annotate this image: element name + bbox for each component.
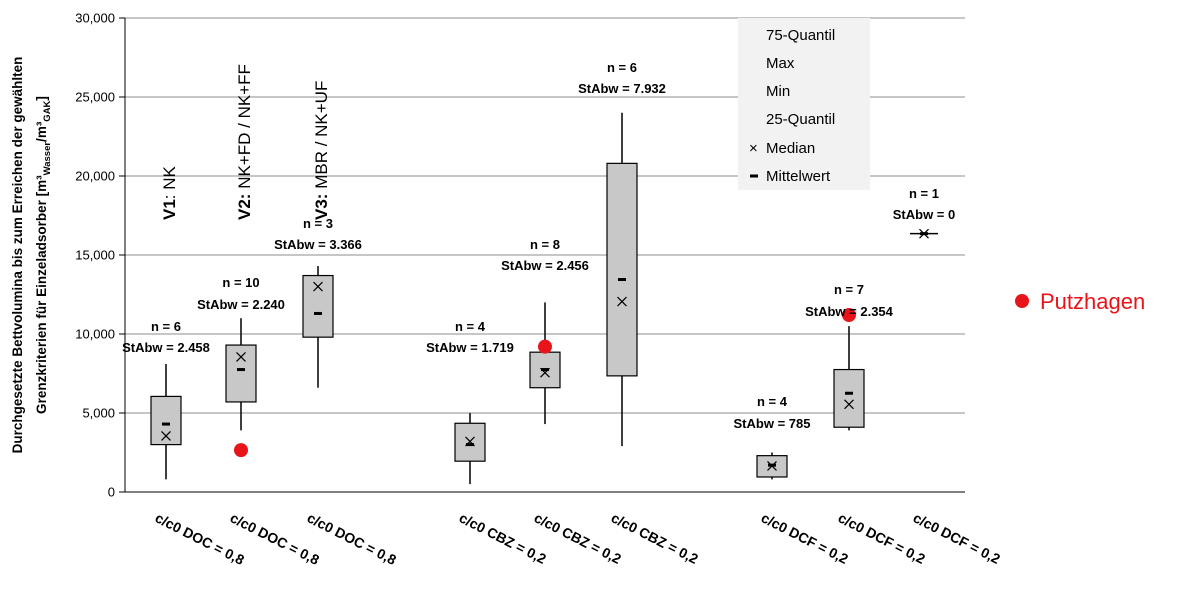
legend: 75-Quantil Max Min 25-Quantil Median Mittelwe… <box>738 18 870 190</box>
median-marker <box>313 281 323 292</box>
variant-label-rest: MBR / NK+UF <box>312 81 331 194</box>
median-marker <box>844 399 854 410</box>
y-axis-title-line1: Durchgesetzte Bettvolumina bis zum Errei… <box>10 57 25 454</box>
variant-label: V2: NK+FD / NK+FF <box>235 64 254 220</box>
variant-label-bold: V3: <box>312 194 331 220</box>
y-tick-label: 10,000 <box>75 327 115 342</box>
box-iqr <box>606 162 638 377</box>
y-axis-title-part: /m³ <box>34 121 49 142</box>
legend-entry: Max <box>766 55 795 72</box>
putzhagen-label: Putzhagen <box>1040 289 1145 314</box>
median-marker <box>236 351 246 362</box>
outlier-point <box>234 443 248 458</box>
annotations: n = 6 StAbw = 2.458 n = 10 StAbw = 2.240 n =… <box>122 60 955 431</box>
y-tick-label: 15,000 <box>75 248 115 263</box>
variant-label: V3: MBR / NK+UF <box>312 81 331 220</box>
variant-label-bold: V1 <box>160 199 179 220</box>
axes: 0 5,000 10,000 15,000 20,000 25,000 30,000 <box>75 11 965 500</box>
box-2 <box>225 318 257 431</box>
y-tick-label: 20,000 <box>75 169 115 184</box>
extra-legend: Putzhagen <box>1015 289 1145 314</box>
stabw-label: StAbw = 785 <box>734 416 811 431</box>
variant-labels: V1: NK V2: NK+FD / NK+FF V3: MBR / NK+UF <box>160 64 331 220</box>
category-labels: c/c0 DOC = 0,8c/c0 DOC = 0,8c/c0 DOC = 0… <box>153 509 1003 568</box>
box-3 <box>302 266 334 388</box>
legend-entry: Median <box>766 140 815 157</box>
variant-label-bold: V2: <box>235 194 254 220</box>
legend-median-marker: × <box>749 140 758 157</box>
box-iqr <box>225 344 257 403</box>
stabw-label: StAbw = 7.932 <box>578 81 666 96</box>
legend-entry: Mittelwert <box>766 168 831 185</box>
y-tick-label: 25,000 <box>75 90 115 105</box>
y-axis-title: Durchgesetzte Bettvolumina bis zum Errei… <box>10 57 53 454</box>
outlier-point <box>538 339 552 354</box>
variant-label-rest: NK+FD / NK+FF <box>235 64 254 193</box>
box-iqr <box>833 368 865 428</box>
n-label: n = 6 <box>151 319 181 334</box>
stabw-label: StAbw = 2.456 <box>501 258 589 273</box>
box-1 <box>150 364 182 480</box>
putzhagen-marker <box>1015 294 1029 308</box>
stabw-label: StAbw = 0 <box>893 207 956 222</box>
y-axis-title-part: ] <box>34 96 49 101</box>
stabw-label: StAbw = 2.354 <box>805 304 894 319</box>
gridlines <box>125 17 965 414</box>
category-label: c/c0 CBZ = 0,2 <box>609 509 701 567</box>
stabw-label: StAbw = 1.719 <box>426 340 514 355</box>
n-label: n = 10 <box>222 275 259 290</box>
n-label: n = 7 <box>834 282 864 297</box>
y-tick-label: 5,000 <box>82 406 115 421</box>
legend-entry: 75-Quantil <box>766 27 835 44</box>
box-iqr <box>302 274 334 338</box>
n-label: n = 4 <box>757 394 788 409</box>
n-label: n = 4 <box>455 319 486 334</box>
box-8 <box>833 326 865 431</box>
y-axis-title-line2: Grenzkriterien für Einzeladsorber [m³Was… <box>34 96 53 414</box>
n-label: n = 6 <box>607 60 637 75</box>
box-4 <box>454 413 486 485</box>
category-label: c/c0 DCF = 0,2 <box>759 509 851 567</box>
legend-entry: Min <box>766 83 790 100</box>
legend-entry: 25-Quantil <box>766 111 835 128</box>
stabw-label: StAbw = 3.366 <box>274 237 362 252</box>
box-series <box>150 112 938 485</box>
y-axis-title-part: Grenzkriterien für Einzeladsorber [m³ <box>34 175 49 414</box>
n-label: n = 8 <box>530 237 560 252</box>
stabw-label: StAbw = 2.458 <box>122 340 210 355</box>
box-6 <box>606 112 638 447</box>
variant-label: V1: NK <box>160 165 179 220</box>
n-label: n = 3 <box>303 216 333 231</box>
median-marker <box>161 430 171 441</box>
y-axis-title-part: GAK <box>42 100 53 121</box>
outlier-point <box>842 308 856 323</box>
legend-background <box>738 18 870 190</box>
y-tick-label: 0 <box>108 485 115 500</box>
median-marker <box>617 296 627 307</box>
box-5 <box>529 302 561 425</box>
stabw-label: StAbw = 2.240 <box>197 297 285 312</box>
variant-label-rest: : NK <box>160 165 179 199</box>
box-7 <box>756 452 788 480</box>
box-iqr <box>150 395 182 446</box>
y-axis-title-part: Wasser <box>42 142 53 176</box>
n-label: n = 1 <box>909 186 939 201</box>
box-9 <box>910 228 938 239</box>
y-tick-label: 30,000 <box>75 11 115 26</box>
